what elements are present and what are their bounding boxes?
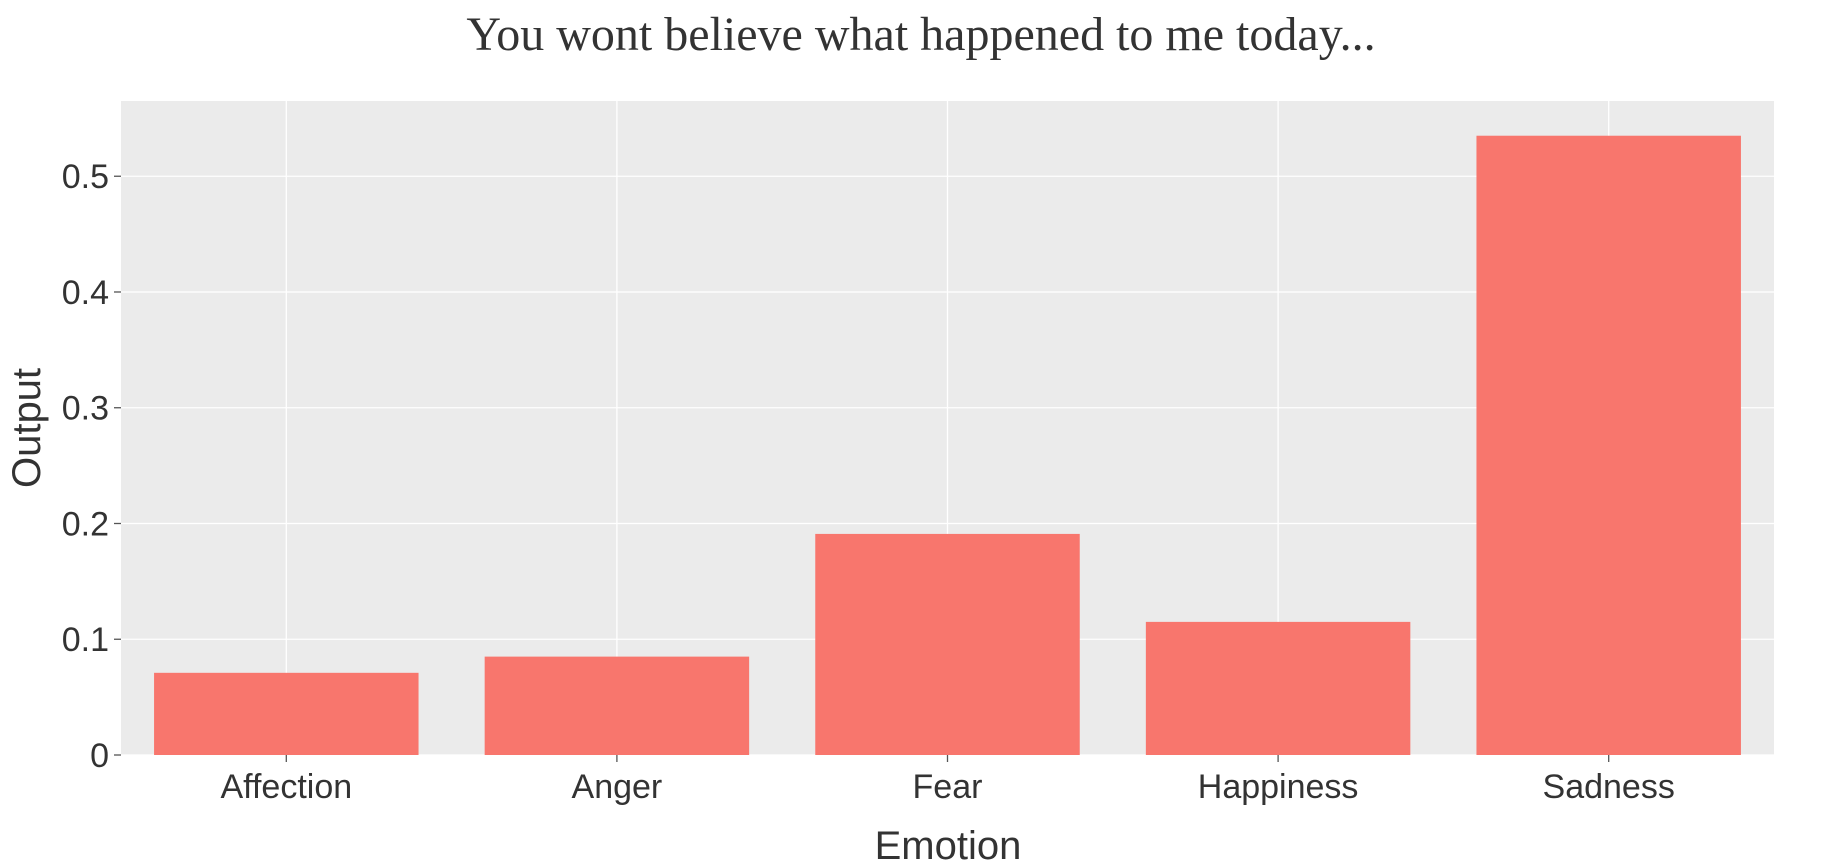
y-tick-label: 0.3 [62,390,109,428]
x-tick-label: Sadness [1543,768,1675,806]
y-tick-label: 0.2 [62,505,109,543]
x-tick-label: Fear [913,768,983,806]
x-tick-label: Happiness [1198,768,1359,806]
y-tick-label: 0.4 [62,274,109,312]
y-tick-label: 0.1 [62,621,109,659]
chart-title: You wont believe what happened to me tod… [466,8,1375,61]
bar-sadness [1476,135,1741,756]
x-tick-label: Anger [572,768,663,806]
bar-affection [154,672,419,755]
y-axis-label: Output [5,368,49,488]
x-axis: Affection Anger Fear Happiness Sadness [220,755,1675,806]
bar-happiness [1145,621,1411,755]
bar-anger [484,656,750,755]
x-axis-label: Emotion [875,824,1022,865]
bar-fear [815,533,1080,755]
y-tick-label: 0.5 [62,158,109,196]
bars [154,135,1741,756]
y-axis: 0 0.1 0.2 0.3 0.4 0.5 [62,158,121,775]
x-tick-label: Affection [220,768,352,806]
y-tick-label: 0 [90,737,109,775]
